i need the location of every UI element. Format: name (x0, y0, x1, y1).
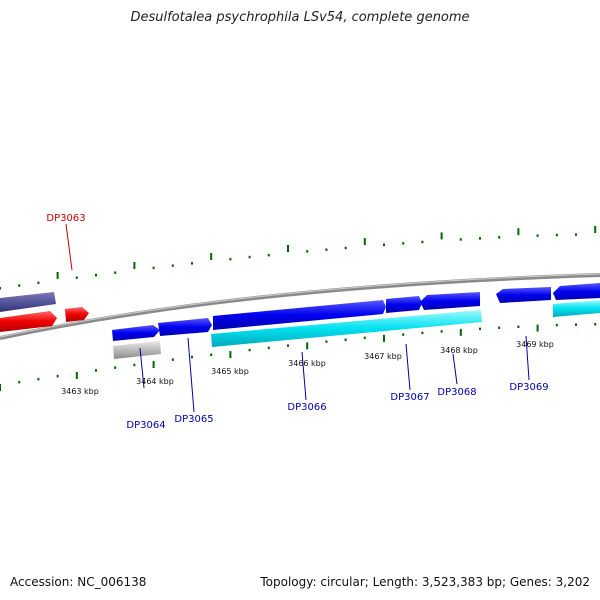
rna-feature-mid (211, 310, 482, 347)
genome-backbone-highlight (0, 273, 600, 338)
cds-forward-dp3067 (386, 296, 422, 313)
gene-label-dp3063[interactable]: DP3063 (46, 213, 85, 224)
tick-label-3463: 3463 kbp (61, 387, 99, 396)
topology-text: Topology: circular; Length: 3,523,383 bp… (260, 575, 590, 589)
tick-label-3467: 3467 kbp (364, 352, 402, 361)
tick-label-3469: 3469 kbp (516, 340, 554, 349)
cds-forward-dp3068 (420, 292, 480, 310)
gene-label-dp3064[interactable]: DP3064 (126, 420, 165, 431)
genome-backbone (0, 273, 600, 340)
tick-label-3468: 3468 kbp (440, 346, 478, 355)
cds-forward-right (553, 283, 600, 300)
cds-forward-dp3065 (158, 318, 212, 336)
tick-label-3465: 3465 kbp (211, 367, 249, 376)
cds-reverse-dp3063-left (0, 311, 57, 332)
gene-label-dp3067[interactable]: DP3067 (390, 392, 429, 403)
tick-label-3466: 3466 kbp (288, 359, 326, 368)
tick-label-3464: 3464 kbp (136, 377, 174, 386)
cds-reverse-dp3063 (65, 307, 89, 322)
gene-label-dp3066[interactable]: DP3066 (287, 402, 326, 413)
label-leaders (65, 223, 530, 413)
map-title: Desulfotalea psychrophila LSv54, complet… (130, 10, 470, 25)
pseudo-feature-dp3064 (113, 341, 161, 359)
gene-label-dp3069[interactable]: DP3069 (509, 382, 548, 393)
rna-feature-right (553, 300, 600, 317)
feature-other-left (0, 292, 56, 312)
gene-label-dp3068[interactable]: DP3068 (437, 387, 476, 398)
cds-forward-dp3064 (112, 325, 160, 341)
accession-text: Accession: NC_006138 (10, 575, 147, 589)
upper-tick-row (0, 226, 597, 290)
cds-forward-dp3066 (213, 300, 386, 330)
lower-tick-row (0, 323, 597, 391)
cds-forward-dp3069 (496, 287, 551, 303)
gene-label-dp3065[interactable]: DP3065 (174, 414, 213, 425)
